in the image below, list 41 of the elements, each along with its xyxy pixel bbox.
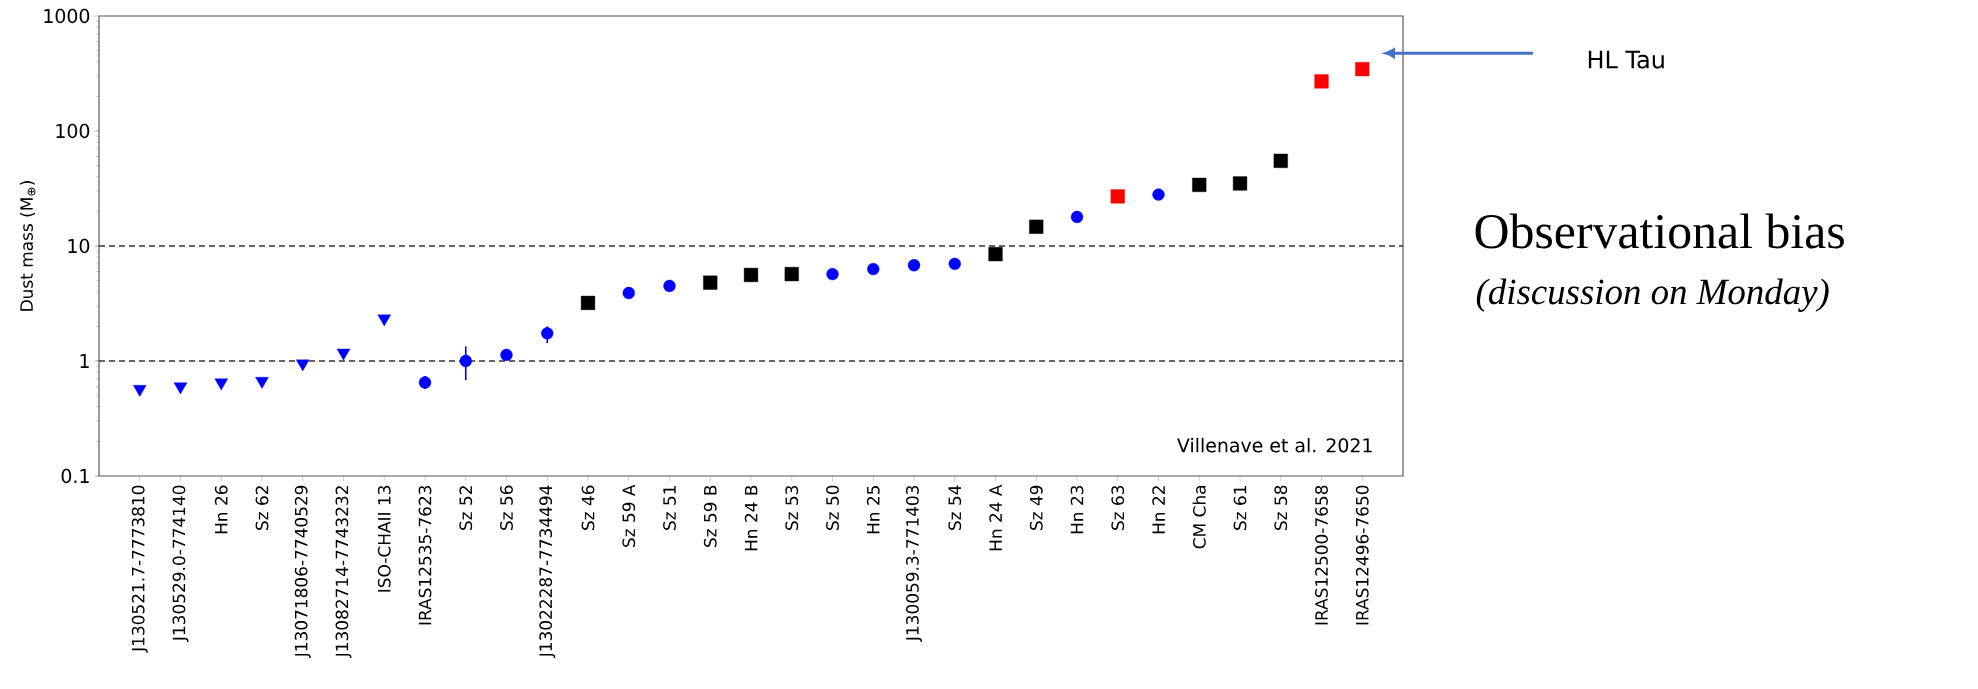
x-tick-label: Sz 49 xyxy=(1029,485,1043,530)
x-tick-label: Sz 51 xyxy=(663,486,676,530)
y-tick-label: 0.1 xyxy=(61,468,89,484)
x-tick-label: IRAS12500-7658 xyxy=(1315,485,1328,625)
x-tick-label: Sz 58 xyxy=(1274,485,1288,530)
x-tick-label: J13071806-7740529 xyxy=(294,485,311,659)
x-tick-label: ISO-CHAII 13 xyxy=(377,485,391,592)
y-tick-label: 10 xyxy=(68,238,90,254)
y-axis-title: Dust mass (M$_{⊕}$) xyxy=(19,181,36,311)
y-tick-label: 1 xyxy=(80,354,89,368)
x-tick-label: Sz 63 xyxy=(1111,485,1125,530)
annotation: Villenave et al. 2021 xyxy=(1177,437,1372,453)
x-tick-label: Hn 22 xyxy=(1152,486,1165,534)
x-tick-label: Hn 25 xyxy=(866,486,880,534)
x-tick-label: J13082714-7743232 xyxy=(335,486,352,659)
x-tick-label: J130529.0-774140 xyxy=(172,485,189,642)
x-tick-label: Sz 54 xyxy=(948,485,962,530)
x-tick-label: Sz 62 xyxy=(255,486,269,530)
x-tick-label: Sz 56 xyxy=(500,485,513,530)
x-tick-label: Sz 52 xyxy=(459,486,473,530)
y-tick-label: 100 xyxy=(56,123,90,139)
text: Observational bias xyxy=(1475,213,1844,249)
x-tick-label: IRAS12496-7650 xyxy=(1355,485,1369,625)
y-tick-label: 1000 xyxy=(44,8,90,24)
x-tick-label: Hn 24 B xyxy=(744,485,758,551)
text: HL Tau xyxy=(1588,50,1664,69)
x-tick-label: CM Cha xyxy=(1192,486,1206,549)
x-tick-label: J130059.3-771403 xyxy=(906,485,922,642)
x-tick-label: Sz 50 xyxy=(826,485,839,530)
x-tick-label: IRAS12535-7623 xyxy=(418,485,432,625)
x-tick-label: J13022287-7734494 xyxy=(539,485,556,659)
x-tick-label: Sz 61 xyxy=(1233,486,1247,530)
x-tick-label: Sz 59 A xyxy=(622,484,636,547)
x-tick-label: Hn 26 xyxy=(214,485,228,534)
x-tick-label: Hn 24 A xyxy=(989,484,1002,551)
text: (discussion on Monday) xyxy=(1476,278,1829,312)
x-tick-label: Sz 46 xyxy=(581,485,595,530)
x-tick-label: J130521.7-7773810 xyxy=(131,485,148,653)
x-tick-label: Hn 23 xyxy=(1070,485,1084,534)
x-tick-label: Sz 59 B xyxy=(703,485,717,547)
x-tick-label: Sz 53 xyxy=(785,485,799,530)
